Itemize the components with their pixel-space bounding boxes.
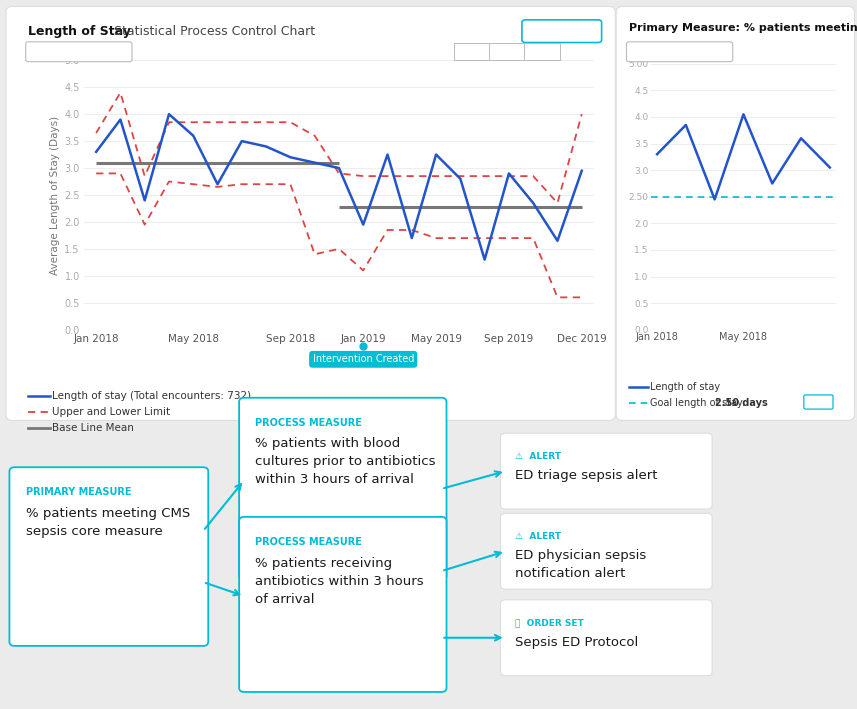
Text: Upper and Lower Limit: Upper and Lower Limit <box>52 407 171 417</box>
Text: Length of Stay: Length of Stay <box>28 26 131 38</box>
Text: Primary Measure: % patients meeting: Primary Measure: % patients meeting <box>629 23 857 33</box>
Text: Length of stay: Length of stay <box>650 382 721 392</box>
Text: Month: Month <box>492 47 523 57</box>
Text: PROCESS MEASURE: PROCESS MEASURE <box>255 418 363 428</box>
Y-axis label: Average Length of Stay (Days): Average Length of Stay (Days) <box>51 116 60 274</box>
Text: Intervention Created: Intervention Created <box>313 354 414 364</box>
Text: ⚠  ALERT: ⚠ ALERT <box>515 452 561 461</box>
Text: ED triage sepsis alert: ED triage sepsis alert <box>515 469 657 482</box>
Text: Base Line Mean: Base Line Mean <box>52 423 135 432</box>
Text: PRIMARY MEASURE: PRIMARY MEASURE <box>26 487 131 497</box>
Text: Goal length of stay:: Goal length of stay: <box>650 398 749 408</box>
Text: % patients receiving
antibiotics within 3 hours
of arrival: % patients receiving antibiotics within … <box>255 557 424 605</box>
Text: Statistical Process Control Chart: Statistical Process Control Chart <box>110 26 315 38</box>
Text: 2.50 days: 2.50 days <box>715 398 768 408</box>
Text: 📋  ORDER SET: 📋 ORDER SET <box>515 618 584 627</box>
Text: Ed: Ed <box>813 398 824 406</box>
Text: Share graph: Share graph <box>530 26 593 36</box>
Text: ▤ Last 6 months ▾: ▤ Last 6 months ▾ <box>634 47 725 57</box>
Text: ▤ Last 6 months ▾: ▤ Last 6 months ▾ <box>33 47 124 57</box>
Text: Quarter: Quarter <box>524 47 561 57</box>
Text: Day: Day <box>463 47 482 57</box>
Text: ⚠  ALERT: ⚠ ALERT <box>515 532 561 541</box>
Text: % patients meeting CMS
sepsis core measure: % patients meeting CMS sepsis core measu… <box>26 507 190 538</box>
Text: ED physician sepsis
notification alert: ED physician sepsis notification alert <box>515 549 646 580</box>
Text: % patients with blood
cultures prior to antibiotics
within 3 hours of arrival: % patients with blood cultures prior to … <box>255 437 436 486</box>
Text: Sepsis ED Protocol: Sepsis ED Protocol <box>515 636 638 649</box>
Text: Length of stay (Total encounters: 732): Length of stay (Total encounters: 732) <box>52 391 251 401</box>
Text: PROCESS MEASURE: PROCESS MEASURE <box>255 537 363 547</box>
